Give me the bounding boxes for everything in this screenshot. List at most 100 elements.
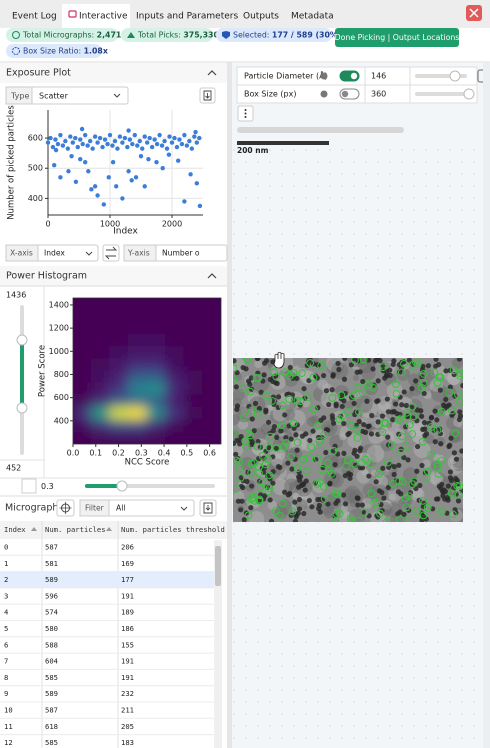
- particle: [399, 402, 405, 408]
- cell[interactable]: 191: [121, 657, 134, 666]
- slider-thumb[interactable]: [463, 88, 475, 100]
- pick: [447, 489, 456, 498]
- cell[interactable]: 596: [45, 591, 58, 600]
- cell[interactable]: 588: [45, 640, 58, 649]
- cell[interactable]: 10: [4, 706, 13, 715]
- cell[interactable]: 6: [4, 640, 8, 649]
- cell[interactable]: 589: [45, 575, 58, 584]
- tab[interactable]: Outputs: [243, 12, 279, 22]
- heat-cell: [183, 346, 203, 360]
- particle: [327, 480, 333, 486]
- heat-cell: [183, 321, 203, 335]
- cell[interactable]: 169: [121, 559, 134, 568]
- pick: [277, 421, 286, 429]
- param-value[interactable]: 360: [371, 90, 386, 99]
- tab[interactable]: Inputs and Parameters: [136, 12, 238, 22]
- swap-button[interactable]: [102, 244, 120, 262]
- cell[interactable]: 618: [45, 722, 58, 731]
- splitter[interactable]: [227, 62, 232, 748]
- column-header[interactable]: Num. particles threshold: [121, 525, 225, 534]
- pick: [235, 464, 244, 473]
- tab[interactable]: Event Log: [12, 12, 57, 22]
- point: [154, 141, 160, 147]
- point: [83, 159, 88, 165]
- heat-cell: [109, 309, 129, 323]
- heat-cell: [146, 407, 166, 421]
- range-thumb[interactable]: [16, 402, 28, 414]
- cell[interactable]: 232: [121, 689, 134, 698]
- cell[interactable]: 211: [121, 706, 134, 715]
- cell[interactable]: 1: [4, 559, 8, 568]
- threshold-box[interactable]: [21, 478, 37, 494]
- pick: [395, 415, 404, 424]
- cell[interactable]: 574: [45, 608, 58, 617]
- cell[interactable]: 3: [4, 591, 8, 600]
- point: [52, 163, 57, 168]
- active-tab[interactable]: [62, 4, 130, 28]
- cell[interactable]: 581: [45, 559, 58, 568]
- pick: [314, 454, 322, 463]
- cell[interactable]: 585: [45, 738, 58, 747]
- particle: [365, 423, 371, 430]
- particle: [437, 387, 443, 393]
- cell[interactable]: 7: [4, 657, 8, 666]
- cell[interactable]: 205: [121, 722, 134, 731]
- cell[interactable]: 4: [4, 608, 8, 617]
- viewer-scrollbar[interactable]: [483, 63, 490, 748]
- collapse-icon[interactable]: [207, 273, 217, 279]
- param-label: Particle Diameter (Å): [244, 70, 328, 81]
- pick: [278, 499, 287, 508]
- micrograph-image[interactable]: [226, 351, 469, 529]
- range-thumb[interactable]: [16, 334, 28, 346]
- cell[interactable]: 587: [45, 543, 58, 552]
- column-header[interactable]: Num. particles: [45, 525, 106, 534]
- threshold-thumb[interactable]: [116, 480, 128, 492]
- cell[interactable]: 9: [4, 689, 8, 698]
- cell[interactable]: 183: [121, 738, 134, 747]
- param-value[interactable]: 146: [371, 72, 386, 81]
- badge: [6, 44, 102, 58]
- pan-cursor: [273, 351, 285, 369]
- cell[interactable]: 8: [4, 673, 8, 682]
- pick: [309, 373, 318, 382]
- particle: [414, 468, 420, 474]
- column-header[interactable]: Index: [4, 525, 26, 534]
- slider-thumb[interactable]: [449, 70, 461, 82]
- cell[interactable]: 0: [4, 543, 8, 552]
- cell[interactable]: 585: [45, 673, 58, 682]
- cell[interactable]: 604: [45, 657, 58, 666]
- pick: [423, 503, 432, 512]
- pick: [265, 471, 274, 480]
- cell[interactable]: 2: [4, 575, 8, 584]
- particle: [294, 447, 300, 453]
- scroll-thumb[interactable]: [215, 546, 221, 586]
- particle: [418, 408, 424, 414]
- cell[interactable]: 191: [121, 673, 134, 682]
- texture: [388, 493, 396, 501]
- cell[interactable]: 189: [121, 608, 134, 617]
- collapse-icon[interactable]: [207, 70, 217, 76]
- cell[interactable]: 587: [45, 706, 58, 715]
- pick: [448, 406, 456, 415]
- tab[interactable]: Interactive: [79, 12, 128, 22]
- particle: [325, 427, 331, 433]
- panel-header: [0, 266, 227, 286]
- param-slider[interactable]: [415, 92, 467, 96]
- cell[interactable]: 155: [121, 640, 134, 649]
- table-scrollbar[interactable]: [214, 540, 222, 748]
- cell[interactable]: 580: [45, 624, 58, 633]
- cell[interactable]: 11: [4, 722, 13, 731]
- point: [149, 144, 155, 150]
- cell[interactable]: 191: [121, 591, 134, 600]
- tab[interactable]: Metadata: [291, 12, 334, 22]
- cell[interactable]: 186: [121, 624, 134, 633]
- cell[interactable]: 206: [121, 543, 134, 552]
- close-icon: [469, 8, 479, 18]
- cell[interactable]: 177: [121, 575, 134, 584]
- done-button[interactable]: [335, 28, 459, 47]
- cell[interactable]: 12: [4, 738, 13, 747]
- h-scrollbar[interactable]: [237, 127, 404, 133]
- cell[interactable]: 5: [4, 624, 8, 633]
- cell[interactable]: 589: [45, 689, 58, 698]
- heat-cell: [146, 370, 166, 384]
